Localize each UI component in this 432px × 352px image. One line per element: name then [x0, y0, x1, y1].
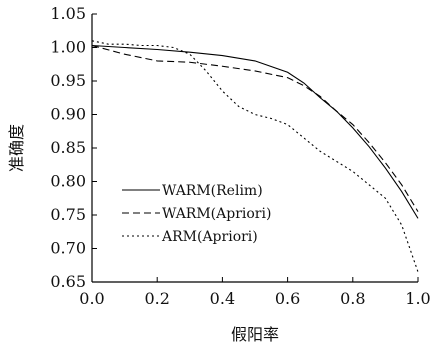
legend-label-2: WARM(Apriori): [162, 206, 271, 222]
y-tick-label: 0.85: [50, 138, 86, 157]
series-layer: [91, 40, 419, 273]
y-tick-label: 0.70: [50, 239, 86, 258]
y-tick-label: 0.90: [50, 105, 86, 124]
x-tick-label: 0.2: [144, 289, 169, 308]
ticks: 0.65 0.70 0.75 0.80 0.85 0.90 0.95 1.00 1.05 0.0 0…: [50, 4, 430, 308]
legend-label-1: WARM(Relim): [162, 183, 263, 199]
y-tick-label: 0.80: [50, 172, 86, 191]
series-line-2: [91, 44, 419, 212]
x-tick-label: 0.8: [340, 289, 365, 308]
y-tick-label: 0.95: [50, 71, 86, 90]
y-tick-label: 1.00: [50, 38, 86, 57]
x-tick-label: 0.4: [210, 289, 235, 308]
y-axis-title: 准确度: [7, 124, 26, 172]
y-tick-label: 1.05: [50, 4, 86, 23]
y-tick-label: 0.65: [50, 272, 86, 291]
legend-label-3: ARM(Apriori): [161, 229, 258, 245]
x-tick-label: 0.6: [275, 289, 300, 308]
legend: WARM(Relim) WARM(Apriori) ARM(Apriori): [122, 183, 271, 245]
series-line-1: [91, 44, 419, 219]
x-tick-label: 1.0: [405, 289, 430, 308]
x-axis-title: 假阳率: [231, 325, 279, 344]
y-tick-label: 0.75: [50, 205, 86, 224]
x-tick-label: 0.0: [79, 289, 104, 308]
